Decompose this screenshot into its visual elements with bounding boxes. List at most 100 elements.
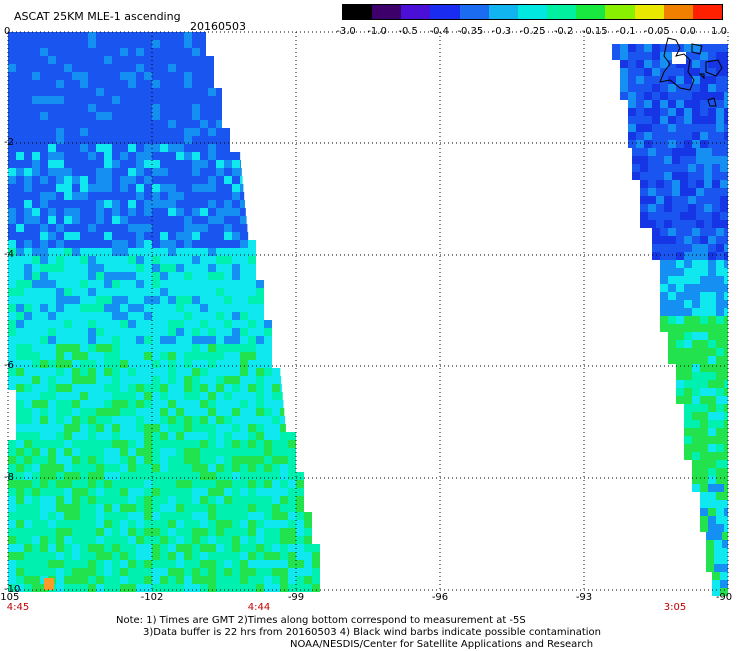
- swath-cell: [708, 244, 716, 252]
- swath-cell: [8, 296, 16, 304]
- swath-cell: [240, 488, 248, 496]
- swath-cell: [32, 208, 40, 216]
- swath-cell: [716, 452, 724, 460]
- swath-cell: [112, 472, 120, 480]
- swath-cell: [280, 552, 288, 560]
- swath-cell: [8, 80, 16, 88]
- swath-cell: [256, 448, 264, 456]
- swath-cell: [104, 128, 112, 136]
- swath-cell: [88, 544, 96, 552]
- swath-cell: [120, 512, 128, 520]
- swath-cell: [56, 224, 64, 232]
- swath-cell: [104, 184, 112, 192]
- swath-cell: [224, 232, 232, 240]
- swath-cell: [80, 216, 88, 224]
- swath-cell: [656, 180, 664, 188]
- swath-cell: [64, 504, 72, 512]
- swath-cell: [72, 432, 80, 440]
- swath-cell: [16, 496, 24, 504]
- latitude-label: 0: [4, 27, 10, 37]
- swath-cell: [96, 56, 104, 64]
- swath-cell: [152, 464, 160, 472]
- swath-cell: [8, 104, 16, 112]
- swath-cell: [72, 232, 80, 240]
- swath-cell: [704, 212, 712, 220]
- swath-cell: [648, 196, 656, 204]
- swath-cell: [120, 208, 128, 216]
- swath-cell: [684, 380, 692, 388]
- swath-cell: [72, 280, 80, 288]
- swath-cell: [224, 584, 232, 592]
- swath-cell: [168, 272, 176, 280]
- swath-cell: [96, 560, 104, 568]
- swath-cell: [80, 384, 88, 392]
- swath-cell: [8, 552, 16, 560]
- swath-cell: [32, 56, 40, 64]
- swath-cell: [80, 408, 88, 416]
- swath-cell: [64, 128, 72, 136]
- swath-cell: [240, 520, 248, 528]
- swath-cell: [724, 516, 728, 524]
- swath-cell: [232, 216, 240, 224]
- swath-cell: [56, 160, 64, 168]
- swath-cell: [128, 112, 136, 120]
- swath-cell: [216, 376, 224, 384]
- swath-cell: [72, 544, 80, 552]
- swath-cell: [240, 384, 248, 392]
- swath-cell: [128, 200, 136, 208]
- swath-cell: [152, 240, 160, 248]
- swath-cell: [48, 504, 56, 512]
- swath-cell: [692, 332, 700, 340]
- swath-cell: [112, 344, 120, 352]
- swath-cell: [32, 536, 40, 544]
- swath-cell: [184, 232, 192, 240]
- swath-cell: [224, 176, 232, 184]
- swath-cell: [96, 208, 104, 216]
- swath-cell: [88, 160, 96, 168]
- swath-cell: [24, 544, 32, 552]
- swath-cell: [184, 320, 192, 328]
- swath-cell: [708, 340, 716, 348]
- swath-cell: [72, 328, 80, 336]
- swath-cell: [200, 184, 208, 192]
- swath-cell: [716, 428, 724, 436]
- swath-cell: [112, 240, 120, 248]
- swath-cell: [636, 92, 644, 100]
- swath-cell: [232, 376, 240, 384]
- swath-cell: [24, 320, 32, 328]
- swath-cell: [700, 228, 708, 236]
- swath-cell: [716, 116, 724, 124]
- swath-cell: [304, 568, 312, 576]
- swath-cell: [24, 368, 32, 376]
- swath-cell: [700, 116, 708, 124]
- swath-cell: [216, 384, 224, 392]
- swath-cell: [32, 368, 40, 376]
- swath-cell: [104, 456, 112, 464]
- swath-cell: [152, 72, 160, 80]
- swath-cell: [664, 188, 672, 196]
- swath-cell: [272, 432, 280, 440]
- swath-cell: [40, 360, 48, 368]
- swath-cell: [136, 424, 144, 432]
- swath-cell: [200, 96, 208, 104]
- swath-cell: [232, 504, 240, 512]
- swath-cell: [56, 88, 64, 96]
- swath-cell: [708, 436, 716, 444]
- swath-cell: [272, 456, 280, 464]
- swath-cell: [176, 256, 184, 264]
- swath-cell: [708, 388, 716, 396]
- swath-cell: [80, 32, 88, 40]
- swath-cell: [248, 240, 256, 248]
- swath-cell: [696, 212, 704, 220]
- swath-cell: [56, 424, 64, 432]
- swath-cell: [184, 488, 192, 496]
- swath-cell: [224, 192, 232, 200]
- swath-cell: [168, 416, 176, 424]
- swath-cell: [48, 512, 56, 520]
- swath-cell: [136, 176, 144, 184]
- swath-cell: [72, 504, 80, 512]
- swath-cell: [216, 184, 224, 192]
- swath-cell: [64, 72, 72, 80]
- swath-cell: [120, 536, 128, 544]
- swath-cell: [192, 192, 200, 200]
